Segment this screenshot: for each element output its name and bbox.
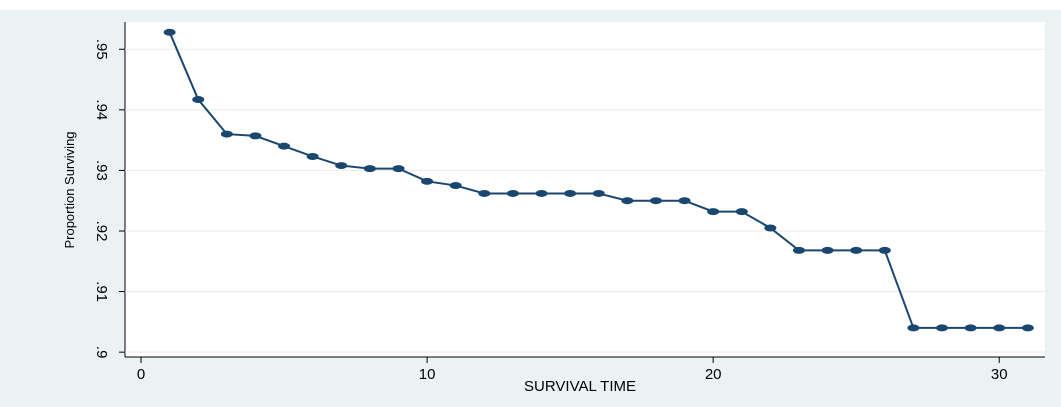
data-point — [249, 132, 262, 140]
y-tick-label: .92 — [93, 221, 110, 242]
data-point — [363, 165, 376, 173]
data-point — [821, 246, 834, 254]
plot-area — [125, 22, 1045, 357]
data-point — [850, 246, 863, 254]
data-point — [707, 208, 720, 216]
data-point — [592, 189, 605, 197]
x-tick-label: 20 — [705, 366, 722, 383]
data-point — [907, 324, 920, 332]
y-tick-label: .9 — [93, 346, 110, 359]
y-axis-label: Proportion Surviving — [62, 131, 77, 248]
x-axis-label: SURVIVAL TIME — [524, 378, 636, 395]
data-point — [278, 142, 291, 150]
data-point — [649, 197, 662, 205]
data-point — [1021, 324, 1034, 332]
y-tick-label: .95 — [93, 39, 110, 60]
data-point — [936, 324, 949, 332]
y-tick-label: .93 — [93, 160, 110, 181]
data-point — [735, 208, 748, 216]
data-point — [478, 189, 491, 197]
data-point — [878, 246, 891, 254]
data-point — [421, 177, 434, 185]
data-point — [993, 324, 1006, 332]
data-point — [392, 165, 405, 173]
data-point — [192, 96, 205, 104]
data-point — [678, 197, 691, 205]
data-point — [535, 189, 548, 197]
x-tick-label: 30 — [991, 366, 1008, 383]
y-tick-label: .91 — [93, 281, 110, 302]
data-point — [506, 189, 519, 197]
data-point — [564, 189, 577, 197]
x-tick-label: 0 — [137, 366, 145, 383]
data-point — [335, 162, 348, 170]
y-tick-label: .94 — [93, 99, 110, 120]
data-point — [964, 324, 977, 332]
data-point — [792, 246, 805, 254]
data-point — [220, 130, 233, 138]
x-tick-label: 10 — [419, 366, 436, 383]
data-point — [621, 197, 634, 205]
data-point — [306, 152, 319, 160]
data-point — [163, 28, 176, 36]
data-point — [449, 182, 462, 190]
data-point — [764, 224, 777, 232]
